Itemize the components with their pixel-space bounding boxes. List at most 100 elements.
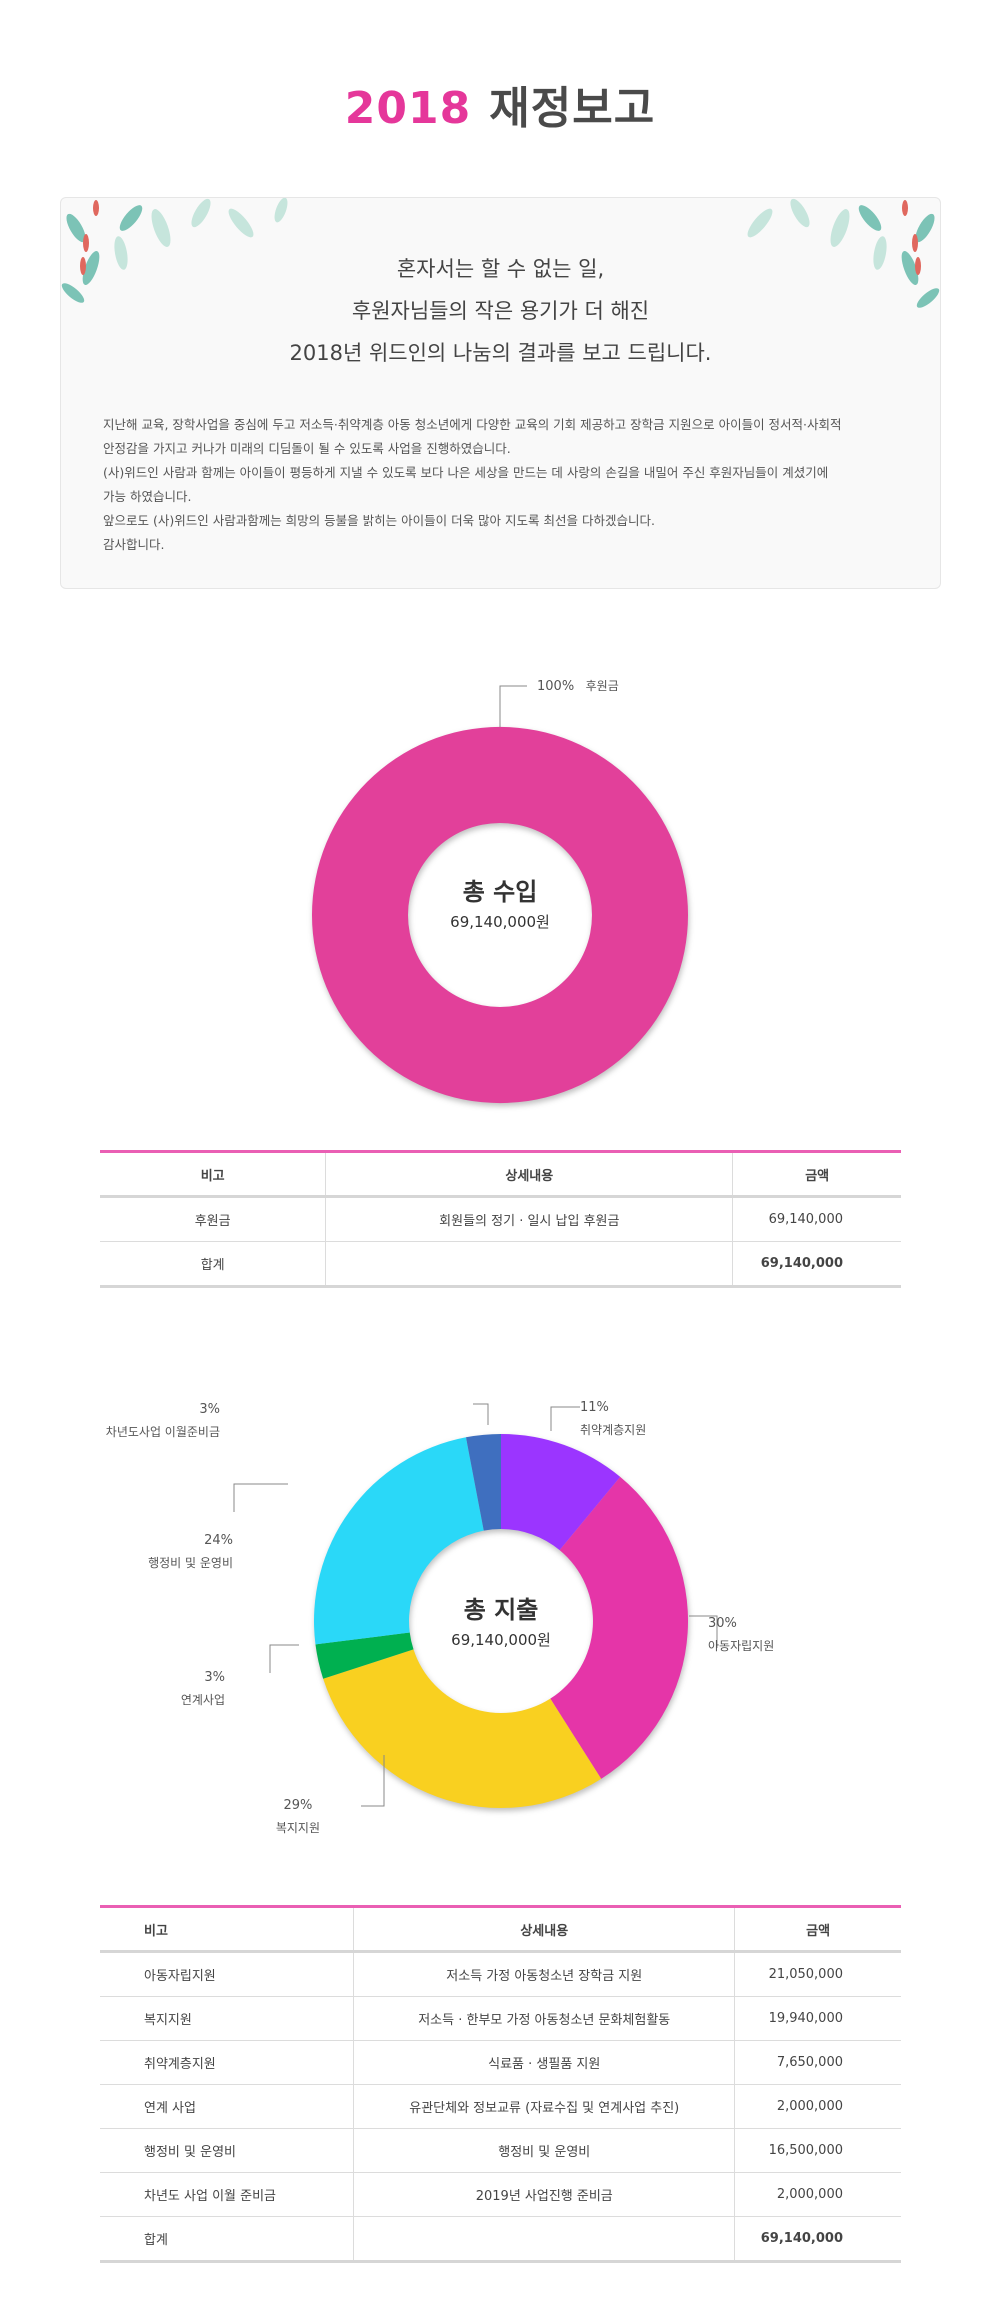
expense-slice: [315, 1632, 414, 1679]
expense-center-amount: 69,140,000원: [451, 1631, 551, 1649]
expense-donut-svg: [233, 1403, 718, 1808]
body-line: 지난해 교육, 장학사업을 중심에 두고 저소득·취약계층 아동 청소년에게 다…: [103, 417, 842, 432]
table-cell: 후원금: [100, 1196, 326, 1242]
slice-percent: 3%: [204, 1670, 225, 1685]
body-line: 앞으로도 (사)위드인 사람과함께는 희망의 등불을 밝히는 아이들이 더욱 많…: [103, 513, 655, 528]
slice-percent: 29%: [283, 1798, 313, 1813]
table-cell: 연계 사업: [100, 2084, 354, 2129]
body-line: 가능 하였습니다.: [103, 489, 192, 504]
table-cell: 69,140,000: [732, 1196, 901, 1242]
expense-slice: [323, 1649, 602, 1808]
total-cell: 합계: [100, 2216, 354, 2263]
slice-category: 차년도사업 이월준비금: [105, 1425, 220, 1439]
income-leader-line: [499, 685, 527, 727]
table-row: 차년도 사업 이월 준비금 2019년 사업진행 준비금 2,000,000: [100, 2172, 901, 2217]
table-cell: 2,000,000: [734, 2084, 901, 2129]
intro-box: 혼자서는 할 수 없는 일, 후원자님들의 작은 용기가 더 해진 2018년 …: [60, 197, 941, 589]
slice-category: 후원금: [585, 679, 619, 693]
table-cell: 2,000,000: [734, 2172, 901, 2217]
table-cell: 2019년 사업진행 준비금: [353, 2172, 735, 2217]
table-cell: 행정비 및 운영비: [100, 2128, 354, 2173]
intro-headline: 혼자서는 할 수 없는 일, 후원자님들의 작은 용기가 더 해진 2018년 …: [61, 248, 940, 374]
income-center-amount: 69,140,000원: [450, 913, 550, 931]
body-line: (사)위드인 사람과 함께는 아이들이 평등하게 지낼 수 있도록 보다 나은 …: [103, 465, 829, 480]
column-header: 비고: [100, 1151, 326, 1198]
table-cell: 7,650,000: [734, 2040, 901, 2085]
column-header: 상세내용: [353, 1906, 735, 1953]
table-cell: 19,940,000: [734, 1996, 901, 2041]
leaf-decoration-icon: [747, 198, 940, 308]
leaf-decoration-icon: [61, 198, 288, 303]
table-cell: 21,050,000: [734, 1951, 901, 1997]
body-line: 감사합니다.: [103, 537, 165, 552]
expense-table: 비고 상세내용 금액 아동자립지원 저소득 가정 아동청소년 장학금 지원 21,050,…: [100, 1905, 901, 2263]
expense-leader-line: [473, 1403, 489, 1425]
table-cell: 취약계층지원: [100, 2040, 354, 2085]
income-center: 총 수입 69,140,000원: [400, 872, 600, 932]
table-cell: 16,500,000: [734, 2128, 901, 2173]
headline-line: 2018년 위드인의 나눔의 결과를 보고 드립니다.: [289, 341, 712, 365]
expense-leader-line: [269, 1644, 299, 1673]
slice-percent: 100%: [537, 679, 575, 694]
slice-category: 아동자립지원: [708, 1639, 775, 1653]
title-text: 재정보고: [489, 83, 656, 134]
total-cell: 합계: [100, 1241, 326, 1288]
income-chart: 총 수입 69,140,000원 100% 후원금: [0, 660, 1000, 1120]
expense-slice-label: 29% 복지지원: [276, 1798, 320, 1836]
slice-percent: 3%: [199, 1402, 220, 1417]
table-row: 행정비 및 운영비 행정비 및 운영비 16,500,000: [100, 2128, 901, 2173]
table-total-row: 합계 69,140,000: [100, 1241, 901, 1288]
slice-percent: 11%: [580, 1400, 609, 1415]
intro-body: 지난해 교육, 장학사업을 중심에 두고 저소득·취약계층 아동 청소년에게 다…: [103, 413, 903, 557]
expense-slice-label: 11% 취약계층지원: [580, 1400, 646, 1438]
expense-center: 총 지출 69,140,000원: [401, 1590, 601, 1650]
table-cell: 아동자립지원: [100, 1951, 354, 1997]
expense-chart: 총 지출 69,140,000원 11% 취약계층지원 30% 아동자립지원 29% 복지…: [0, 1380, 1000, 1860]
slice-percent: 24%: [204, 1533, 233, 1548]
total-cell: [353, 2216, 735, 2263]
slice-category: 행정비 및 운영비: [148, 1556, 233, 1570]
table-cell: 유관단체와 정보교류 (자료수집 및 연계사업 추진): [353, 2084, 735, 2129]
title-year: 2018: [344, 83, 472, 134]
table-row: 아동자립지원 저소득 가정 아동청소년 장학금 지원 21,050,000: [100, 1951, 901, 1997]
table-cell: 차년도 사업 이월 준비금: [100, 2172, 354, 2217]
expense-leader-line: [550, 1406, 580, 1431]
table-cell: 복지지원: [100, 1996, 354, 2041]
column-header: 금액: [734, 1906, 901, 1953]
slice-category: 연계사업: [180, 1693, 225, 1707]
total-cell: 69,140,000: [732, 1241, 901, 1288]
page-title: 2018 재정보고: [0, 72, 1000, 136]
headline-line: 혼자서는 할 수 없는 일,: [396, 257, 605, 281]
income-donut-svg: [311, 685, 689, 1104]
table-header-row: 비고 상세내용 금액: [100, 1906, 901, 1953]
income-slice: [311, 726, 689, 1104]
expense-slice: [550, 1476, 688, 1779]
income-slice-label: 100% 후원금: [537, 677, 619, 694]
slice-category: 취약계층지원: [580, 1423, 647, 1437]
table-cell: 회원들의 정기 · 일시 납입 후원금: [325, 1196, 733, 1242]
table-row: 연계 사업 유관단체와 정보교류 (자료수집 및 연계사업 추진) 2,000,00…: [100, 2084, 901, 2129]
expense-leader-line: [233, 1483, 288, 1512]
table-cell: 행정비 및 운영비: [353, 2128, 735, 2173]
total-cell: [325, 1241, 733, 1288]
column-header: 비고: [100, 1906, 354, 1953]
expense-slice: [465, 1434, 501, 1531]
expense-leader-line: [361, 1755, 385, 1807]
table-cell: 저소득 가정 아동청소년 장학금 지원: [353, 1951, 735, 1997]
headline-line: 후원자님들의 작은 용기가 더 해진: [351, 299, 650, 323]
expense-slice: [314, 1437, 484, 1645]
expense-slice-label: 24% 행정비 및 운영비: [148, 1533, 233, 1571]
column-header: 상세내용: [325, 1151, 733, 1198]
income-center-title: 총 수입: [462, 878, 538, 906]
body-line: 안정감을 가지고 커나가 미래의 디딤돌이 될 수 있도록 사업을 진행하였습니…: [103, 441, 511, 456]
expense-slice-label: 3% 차년도사업 이월준비금: [106, 1402, 220, 1440]
expense-slice: [501, 1434, 621, 1551]
table-cell: 식료품 · 생필품 지원: [353, 2040, 735, 2085]
slice-category: 복지지원: [275, 1821, 320, 1835]
table-header-row: 비고 상세내용 금액: [100, 1151, 901, 1198]
expense-center-title: 총 지출: [463, 1596, 539, 1624]
table-row: 후원금 회원들의 정기 · 일시 납입 후원금 69,140,000: [100, 1196, 901, 1242]
total-cell: 69,140,000: [734, 2216, 901, 2263]
expense-leader-line: [689, 1615, 718, 1648]
expense-slice-label: 30% 아동자립지원: [708, 1616, 774, 1654]
